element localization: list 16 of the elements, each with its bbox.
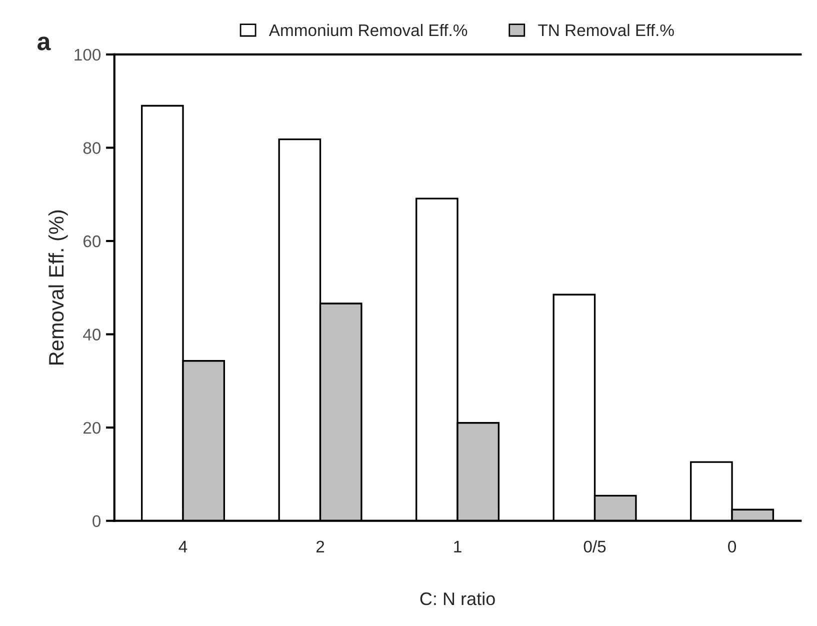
x-tick-label: 0/5 bbox=[584, 540, 606, 553]
x-tick-label: 4 bbox=[178, 540, 188, 552]
y-tick-label: 100 bbox=[74, 48, 101, 61]
y-tick-label: 60 bbox=[83, 235, 101, 248]
x-tick-label: 2 bbox=[316, 540, 324, 552]
x-tick-label: 0 bbox=[728, 540, 736, 553]
y-tick-label: 0 bbox=[92, 515, 101, 528]
legend-label: Ammonium Removal Eff.% bbox=[268, 24, 468, 36]
x-axis-title: C: N ratio bbox=[420, 592, 495, 606]
y-tick-label: 40 bbox=[83, 328, 101, 340]
y-tick-label: 80 bbox=[83, 142, 101, 154]
y-tick-label: 20 bbox=[83, 422, 101, 434]
text: a bbox=[38, 36, 51, 50]
y-axis-title: Removal Eff. (%) bbox=[48, 210, 68, 364]
x-tick-label: 1 bbox=[454, 540, 462, 552]
legend-label: TN Removal Eff.% bbox=[538, 24, 674, 36]
